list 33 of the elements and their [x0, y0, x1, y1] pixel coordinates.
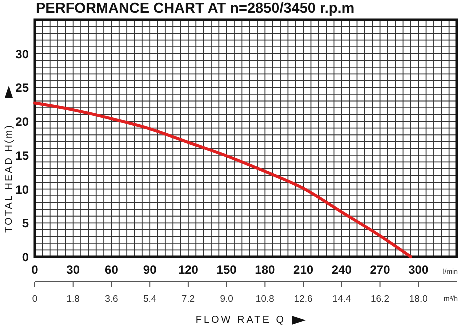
x2-tick-label: 7.2 [182, 294, 196, 305]
y-tick-label: 5 [22, 216, 30, 231]
x2-tick-label: 14.4 [332, 294, 352, 305]
y-tick-label: 0 [22, 250, 30, 264]
x-tick-label: 60 [105, 263, 119, 277]
x-axis-title: FLOW RATE Q [196, 315, 286, 326]
x-tick-label: 120 [178, 263, 199, 277]
x2-tick-label: 0 [32, 294, 38, 305]
x-tick-label: 300 [408, 263, 429, 277]
x2-tick-label: 9.0 [220, 294, 234, 305]
x-tick-label: 0 [32, 263, 39, 277]
x-tick-label: 150 [216, 263, 238, 277]
x-tick-label: 210 [294, 263, 314, 277]
x-tick-label: 240 [332, 263, 352, 277]
y-tick-label: 10 [16, 182, 30, 197]
y-tick-label: 20 [16, 115, 30, 130]
x2-tick-label: 10.8 [256, 294, 274, 305]
y-tick-label: 30 [16, 47, 30, 62]
y-tick-label: 15 [16, 148, 30, 163]
x-tick-label: 270 [370, 263, 391, 277]
x2-tick-label: 5.4 [143, 294, 157, 305]
y-tick-label: 25 [16, 81, 30, 96]
chart-title: PERFORMANCE CHART AT n=2850/3450 r.p.m [36, 1, 355, 17]
x-tick-label: 180 [255, 263, 276, 277]
x2-tick-label: 18.0 [409, 294, 428, 305]
line-series [34, 102, 412, 258]
x2-tick-label: 12.6 [294, 294, 313, 305]
x2-tick-label: 3.6 [105, 294, 118, 305]
x-tick-label: 90 [143, 263, 158, 277]
y-axis-title: TOTAL HEAD H(m) [4, 124, 15, 233]
x-tick-label: 30 [66, 263, 80, 277]
x2-tick-label: 1.8 [66, 294, 80, 305]
x2-tick-label: 16.2 [371, 294, 390, 305]
